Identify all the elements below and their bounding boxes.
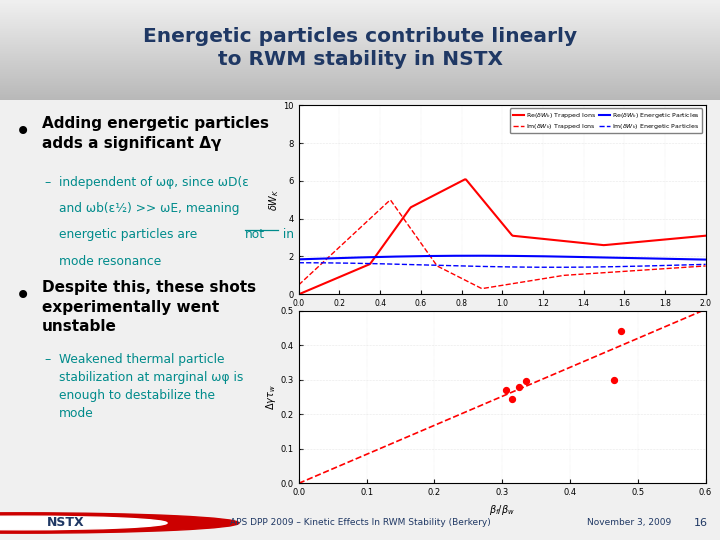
Re($\delta W_k$) Trapped Ions — [427, 193, 436, 200]
Re($\delta W_k$) Energetic Particles — [343, 254, 352, 261]
Im($\delta W_k$) Trapped Ions — [592, 270, 600, 276]
X-axis label: $\omega_\phi/\omega_\phi^{exp}$: $\omega_\phi/\omega_\phi^{exp}$ — [484, 314, 521, 329]
Text: NSTX 121090 @ 0.6 s: NSTX 121090 @ 0.6 s — [425, 328, 590, 342]
Im($\delta W_k$) Trapped Ions — [386, 197, 395, 204]
Im($\delta W_k$) Trapped Ions — [590, 270, 599, 276]
Text: •: • — [14, 118, 31, 146]
Re($\delta W_k$) Energetic Particles — [591, 254, 600, 261]
Im($\delta W_k$) Energetic Particles — [589, 264, 598, 270]
Text: not: not — [245, 228, 265, 241]
Re($\delta W_k$) Trapped Ions — [701, 232, 710, 239]
Im($\delta W_k$) Energetic Particles — [427, 262, 436, 268]
Re($\delta W_k$) Energetic Particles — [701, 256, 710, 263]
Y-axis label: $\delta W_K$: $\delta W_K$ — [267, 188, 281, 211]
Point — [615, 327, 626, 335]
Im($\delta W_k$) Energetic Particles — [591, 264, 600, 270]
Legend: Re($\delta W_k$) Trapped Ions, Im($\delta W_k$) Trapped Ions, Re($\delta W_k$) E: Re($\delta W_k$) Trapped Ions, Im($\delt… — [510, 109, 703, 133]
Text: November 3, 2009: November 3, 2009 — [587, 518, 671, 528]
Text: Adding energetic particles
adds a significant Δγ: Adding energetic particles adds a signif… — [42, 117, 269, 151]
Text: in: in — [279, 228, 294, 241]
Line: Im($\delta W_k$) Energetic Particles: Im($\delta W_k$) Energetic Particles — [299, 263, 706, 267]
Re($\delta W_k$) Energetic Particles — [552, 253, 560, 260]
Line: Re($\delta W_k$) Energetic Particles: Re($\delta W_k$) Energetic Particles — [299, 256, 706, 260]
Text: Weakened thermal particle
stabilization at marginal ωφ is
enough to destabilize : Weakened thermal particle stabilization … — [59, 353, 243, 421]
Re($\delta W_k$) Energetic Particles — [294, 256, 303, 262]
Circle shape — [0, 516, 167, 530]
Re($\delta W_k$) Trapped Ions — [294, 291, 303, 298]
Text: energetic particles are: energetic particles are — [59, 228, 201, 241]
Point — [608, 375, 620, 384]
Im($\delta W_k$) Trapped Ions — [701, 262, 710, 269]
Y-axis label: $\Delta\gamma\tau_w$: $\Delta\gamma\tau_w$ — [264, 384, 278, 410]
Line: Re($\delta W_k$) Trapped Ions: Re($\delta W_k$) Trapped Ions — [299, 179, 706, 294]
X-axis label: $\beta_f/\beta_w$: $\beta_f/\beta_w$ — [489, 503, 516, 517]
Re($\delta W_k$) Energetic Particles — [456, 253, 464, 259]
Text: –: – — [45, 176, 51, 188]
Im($\delta W_k$) Energetic Particles — [294, 260, 303, 266]
Text: mode resonance: mode resonance — [59, 255, 161, 268]
Re($\delta W_k$) Trapped Ions — [461, 176, 469, 183]
Point — [520, 377, 531, 386]
Text: NSTX: NSTX — [47, 516, 84, 530]
Im($\delta W_k$) Trapped Ions — [294, 282, 303, 288]
Re($\delta W_k$) Trapped Ions — [591, 241, 600, 247]
Point — [500, 386, 511, 394]
Text: 16: 16 — [694, 518, 708, 528]
Text: –: – — [45, 353, 51, 367]
Re($\delta W_k$) Energetic Particles — [427, 253, 436, 259]
Im($\delta W_k$) Trapped Ions — [552, 273, 561, 280]
Text: APS DPP 2009 – Kinetic Effects In RWM Stability (Berkery): APS DPP 2009 – Kinetic Effects In RWM St… — [230, 518, 490, 528]
Im($\delta W_k$) Energetic Particles — [552, 264, 560, 271]
Im($\delta W_k$) Energetic Particles — [343, 260, 352, 266]
Circle shape — [0, 513, 239, 533]
Im($\delta W_k$) Energetic Particles — [550, 264, 559, 271]
Text: •: • — [14, 281, 31, 309]
Im($\delta W_k$) Energetic Particles — [701, 261, 710, 268]
Point — [513, 382, 525, 391]
Text: independent of ωφ, since ωD(ε: independent of ωφ, since ωD(ε — [59, 176, 249, 188]
Im($\delta W_k$) Trapped Ions — [456, 275, 465, 281]
Im($\delta W_k$) Energetic Particles — [456, 262, 464, 269]
Re($\delta W_k$) Trapped Ions — [343, 271, 352, 277]
Text: Energetic particles contribute linearly
to RWM stability in NSTX: Energetic particles contribute linearly … — [143, 26, 577, 69]
Re($\delta W_k$) Trapped Ions — [456, 179, 464, 185]
Re($\delta W_k$) Energetic Particles — [471, 253, 480, 259]
Point — [507, 394, 518, 403]
Im($\delta W_k$) Trapped Ions — [343, 236, 352, 242]
Text: and ωb(ε½) >> ωE, meaning: and ωb(ε½) >> ωE, meaning — [59, 202, 240, 215]
Re($\delta W_k$) Trapped Ions — [589, 241, 598, 247]
Text: Despite this, these shots
experimentally went
unstable: Despite this, these shots experimentally… — [42, 280, 256, 334]
Line: Im($\delta W_k$) Trapped Ions: Im($\delta W_k$) Trapped Ions — [299, 200, 706, 288]
Re($\delta W_k$) Energetic Particles — [589, 254, 598, 260]
Text: Various NSTX discharges at marginal
stability (Note: ignores profile effects): Various NSTX discharges at marginal stab… — [409, 460, 606, 482]
Re($\delta W_k$) Trapped Ions — [552, 237, 560, 244]
Im($\delta W_k$) Trapped Ions — [478, 285, 487, 292]
Im($\delta W_k$) Trapped Ions — [428, 256, 437, 262]
